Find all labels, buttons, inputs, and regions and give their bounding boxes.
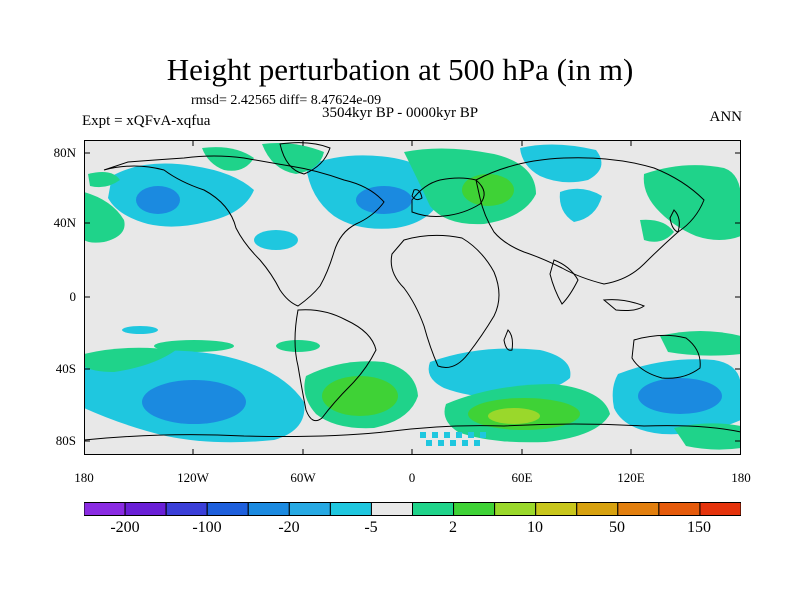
colorbar-box-8 — [412, 502, 455, 516]
contour-alaska-green — [88, 172, 120, 188]
colorbar-label-50: 50 — [609, 519, 625, 536]
contour-fill-group — [84, 143, 741, 450]
contour-europe-core — [462, 174, 514, 206]
lon-label-180w: 180 — [74, 470, 94, 485]
coast-antarctica — [84, 423, 741, 441]
colorbar-box-12 — [576, 502, 619, 516]
lat-label-0: 0 — [69, 289, 77, 304]
colorbar-box-4 — [247, 502, 290, 516]
colorbar-label-minus5: -5 — [364, 519, 378, 536]
contour-west-pacific-green — [84, 192, 125, 243]
colorbar-label-minus200: -200 — [110, 519, 140, 536]
coast-north-america — [103, 155, 385, 307]
contour-us-cyan — [254, 230, 298, 250]
colorbar-label-2: 2 — [449, 519, 457, 536]
lon-label-60w: 60W — [290, 470, 316, 485]
contour-south-atlantic-core — [322, 376, 398, 416]
contour-east-asia-green — [643, 165, 741, 240]
colorbar-box-10 — [494, 502, 537, 516]
colorbar-box-9 — [453, 502, 496, 516]
colorbar-label-150: 150 — [687, 519, 711, 536]
contour-southern-ocean-peak — [488, 408, 540, 424]
coast-south-america — [294, 309, 377, 422]
lat-label-80s: 80S — [55, 433, 76, 448]
coastlines — [84, 142, 741, 441]
colorbar-box-6 — [329, 502, 372, 516]
coast-madagascar — [503, 329, 513, 351]
lon-label-120e: 120E — [617, 470, 645, 485]
contour-arctic-canada — [202, 147, 254, 171]
contour-east-green — [660, 331, 741, 356]
experiment-label: Expt = xQFvA-xqfua — [82, 113, 211, 129]
coast-europe — [411, 177, 485, 217]
contour-japan-green — [640, 219, 674, 242]
lat-label-80n: 80N — [53, 145, 76, 160]
lon-label-0: 0 — [408, 470, 416, 485]
lon-label-180e: 180 — [731, 470, 751, 485]
coast-asia — [475, 157, 705, 285]
contour-siberia — [520, 144, 602, 183]
rmsd-diff-label: rmsd= 2.42565 diff= 8.47624e-09 — [191, 93, 382, 108]
coast-india — [549, 259, 579, 305]
contour-south-pacific-core — [142, 380, 246, 424]
period-label: 3504kyr BP - 0000kyr BP — [322, 105, 479, 121]
colorbar-box-14 — [658, 502, 701, 516]
coast-greenland — [279, 142, 331, 175]
contour-north-atlantic-core — [356, 186, 412, 214]
colorbar-box-1 — [124, 502, 167, 516]
colorbar — [84, 502, 741, 516]
colorbar-box-3 — [206, 502, 249, 516]
coast-indonesia — [602, 299, 646, 311]
page-title: Height perturbation at 500 hPa (in m) — [166, 52, 634, 87]
colorbar-box-13 — [617, 502, 660, 516]
contour-pacific-tropic-cyan — [122, 326, 158, 334]
coast-uk — [411, 189, 423, 201]
coast-japan — [669, 209, 680, 233]
colorbar-label-10: 10 — [527, 519, 543, 536]
coast-australia — [631, 334, 701, 379]
contour-antarctic-green — [674, 423, 741, 450]
contour-north-pacific-core — [136, 186, 180, 214]
colorbar-box-7 — [370, 502, 414, 516]
colorbar-box-11 — [535, 502, 578, 516]
colorbar-box-0 — [84, 502, 126, 516]
colorbar-box-5 — [288, 502, 331, 516]
axis-ticks — [84, 140, 741, 455]
map-panel — [84, 140, 741, 455]
lon-label-120w: 120W — [177, 470, 209, 485]
colorbar-label-minus20: -20 — [278, 519, 300, 536]
contour-trop-south-green — [276, 340, 320, 352]
lat-label-40s: 40S — [55, 361, 76, 376]
colorbar-box-15 — [699, 502, 741, 516]
colorbar-label-minus100: -100 — [192, 519, 222, 536]
coast-africa — [390, 234, 500, 368]
colorbar-box-2 — [165, 502, 208, 516]
season-label: ANN — [709, 109, 743, 125]
contour-south-pacific-green — [154, 340, 234, 352]
contour-greenland-green — [262, 143, 324, 174]
contour-south-east-core — [638, 378, 722, 414]
lon-label-60e: 60E — [511, 470, 533, 485]
contour-checker-patch — [420, 432, 486, 446]
lat-label-40n: 40N — [53, 215, 76, 230]
contour-central-asia — [559, 188, 602, 222]
contour-pacific-green-band — [84, 347, 176, 372]
